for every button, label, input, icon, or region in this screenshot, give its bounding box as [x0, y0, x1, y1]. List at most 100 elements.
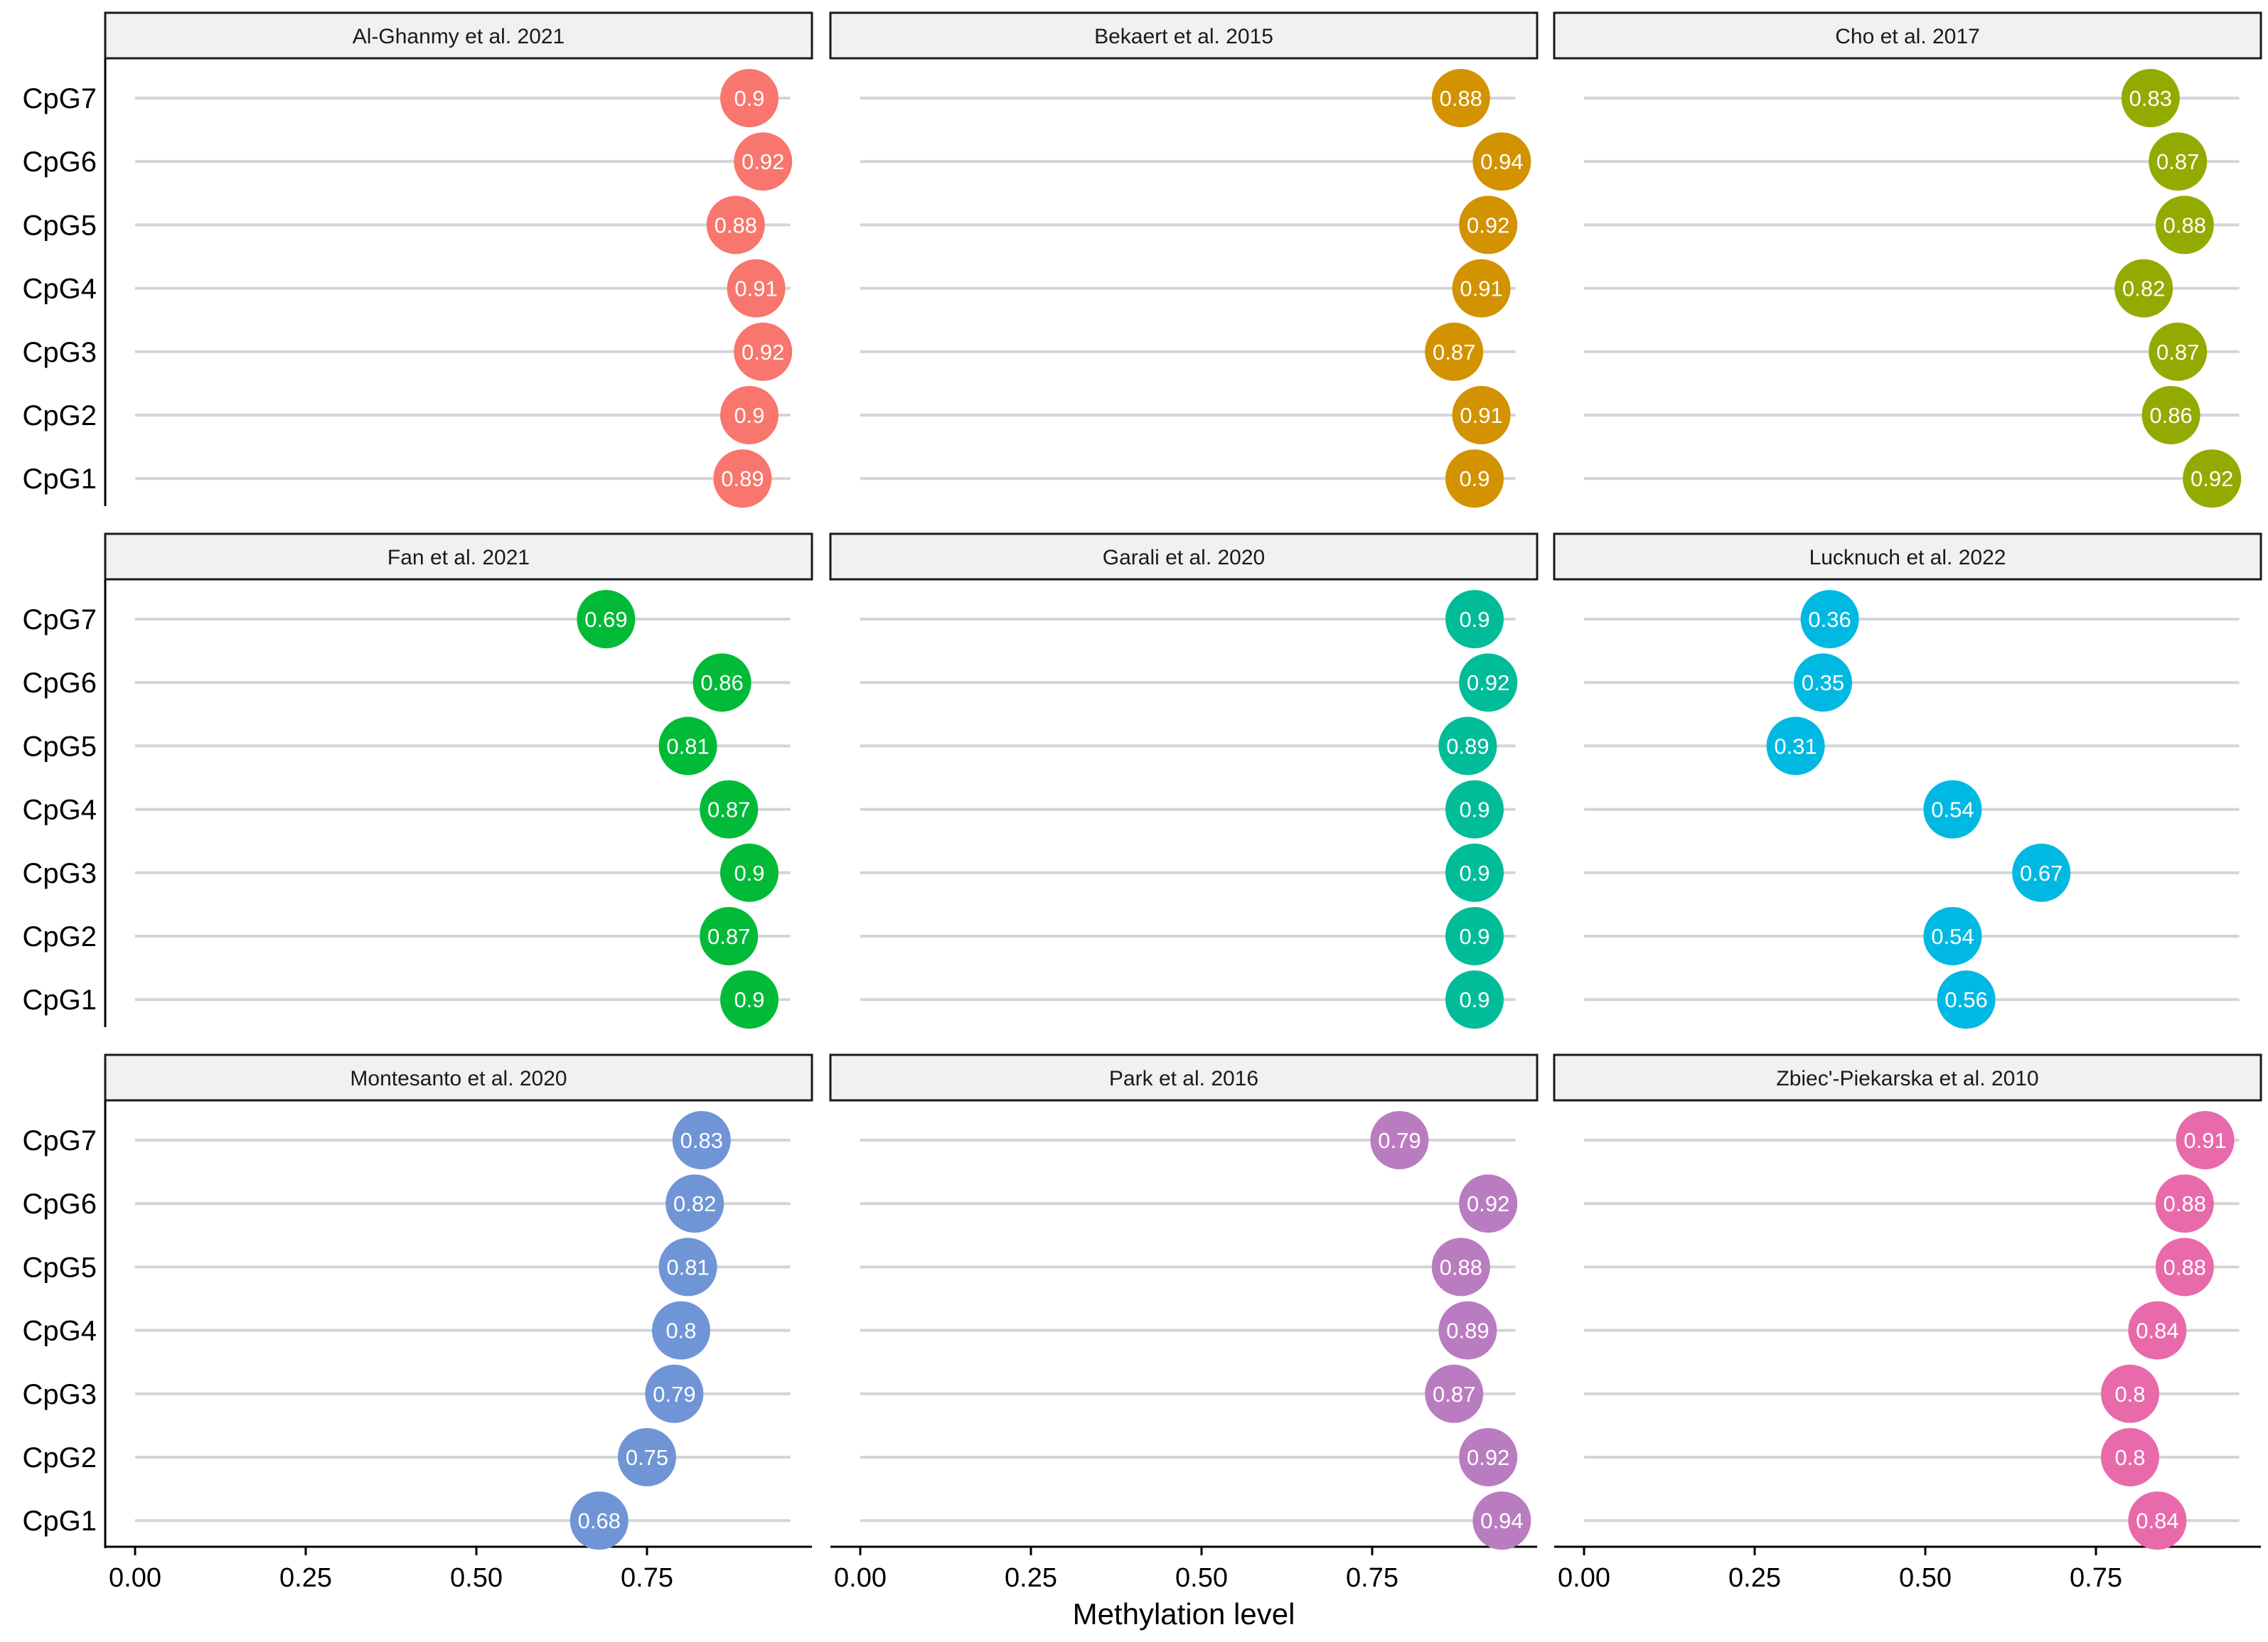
- data-label: 0.92: [742, 149, 784, 174]
- facet-title: Fan et al. 2021: [387, 546, 530, 569]
- data-label: 0.9: [734, 987, 764, 1012]
- data-label: 0.75: [626, 1445, 668, 1470]
- x-tick-label: 0.75: [1346, 1563, 1398, 1593]
- data-point: [1452, 259, 1511, 318]
- x-tick-label: 0.25: [279, 1563, 332, 1593]
- data-label: 0.87: [1433, 1382, 1475, 1407]
- facet-zbiec-piekarska-et-al-2010: Zbiec'-Piekarska et al. 2010 0.00 0.25 0.50…: [1553, 1053, 2262, 1593]
- data-point: [2128, 1301, 2187, 1360]
- data-point: [2121, 69, 2180, 127]
- data-point: [720, 843, 779, 902]
- facet-strip: [1553, 532, 2262, 581]
- facet-strip: [104, 11, 813, 60]
- data-label: 0.91: [1460, 277, 1502, 301]
- data-point: [1472, 132, 1531, 191]
- data-label: 0.82: [673, 1191, 716, 1216]
- y-tick-label: CpG4: [23, 274, 97, 305]
- data-point: [1445, 970, 1504, 1029]
- data-label: 0.79: [653, 1382, 695, 1407]
- data-label: 0.87: [707, 924, 750, 949]
- facet-strip: [104, 1053, 813, 1102]
- data-point: [706, 195, 765, 254]
- data-label: 0.54: [1931, 798, 1974, 822]
- data-point: [1445, 843, 1504, 902]
- data-label: 0.88: [2163, 213, 2206, 237]
- facet-strip: [1553, 11, 2262, 60]
- data-label: 0.91: [2183, 1128, 2226, 1153]
- data-point: [1923, 780, 1982, 839]
- data-label: 0.89: [721, 466, 764, 491]
- y-tick-label: CpG1: [23, 984, 97, 1016]
- data-label: 0.9: [1459, 861, 1489, 886]
- data-label: 0.9: [734, 86, 764, 111]
- data-point: [2101, 1364, 2159, 1423]
- data-label: 0.89: [1446, 734, 1489, 758]
- data-label: 0.91: [734, 277, 777, 301]
- data-label: 0.88: [2163, 1255, 2206, 1279]
- data-label: 0.81: [666, 734, 709, 758]
- data-point: [720, 970, 779, 1029]
- data-label: 0.9: [734, 861, 764, 886]
- data-label: 0.56: [1945, 987, 1987, 1012]
- data-point: [1431, 69, 1490, 127]
- data-point: [734, 322, 793, 381]
- data-label: 0.87: [2156, 340, 2199, 365]
- data-label: 0.69: [584, 607, 627, 632]
- data-label: 0.88: [715, 213, 757, 237]
- x-tick-label: 0.75: [621, 1563, 673, 1593]
- facet-title: Montesanto et al. 2020: [350, 1067, 567, 1090]
- data-point: [1800, 590, 1859, 648]
- data-point: [713, 449, 772, 508]
- data-label: 0.81: [666, 1255, 709, 1279]
- data-point: [672, 1111, 731, 1169]
- x-tick-label: 0.50: [450, 1563, 503, 1593]
- y-tick-label: CpG6: [23, 146, 97, 178]
- facet-park-et-al-2016: Park et al. 2016 0.00 0.25 0.50 0.75 0.94 0.92…: [829, 1053, 1539, 1593]
- data-label: 0.9: [1459, 987, 1489, 1012]
- x-tick-label: 0.00: [834, 1563, 887, 1593]
- data-label: 0.9: [734, 403, 764, 428]
- facet-title: Cho et al. 2017: [1835, 25, 1979, 48]
- y-tick-label: CpG4: [23, 1316, 97, 1347]
- data-label: 0.89: [1446, 1319, 1489, 1343]
- data-point: [1459, 1428, 1518, 1486]
- data-point: [1438, 1301, 1497, 1360]
- data-label: 0.8: [2114, 1382, 2145, 1407]
- x-axis-label: Methylation level: [1073, 1597, 1295, 1631]
- data-point: [2176, 1111, 2235, 1169]
- y-tick-label: CpG6: [23, 667, 97, 699]
- data-label: 0.92: [1467, 213, 1509, 237]
- facet-title: Zbiec'-Piekarska et al. 2010: [1776, 1067, 2038, 1090]
- x-tick-label: 0.25: [1728, 1563, 1781, 1593]
- y-tick-label: CpG5: [23, 210, 97, 241]
- facet-title: Park et al. 2016: [1109, 1067, 1258, 1090]
- data-label: 0.84: [2136, 1319, 2178, 1343]
- data-point: [1445, 590, 1504, 648]
- data-point: [700, 907, 759, 965]
- facet-title: Garali et al. 2020: [1103, 546, 1265, 569]
- data-point: [652, 1301, 710, 1360]
- data-label: 0.83: [2129, 86, 2172, 111]
- y-tick-label: CpG7: [23, 83, 97, 114]
- data-label: 0.88: [2163, 1191, 2206, 1216]
- data-label: 0.86: [2149, 403, 2192, 428]
- data-point: [569, 1491, 628, 1550]
- x-tick-label: 0.00: [109, 1563, 161, 1593]
- data-label: 0.82: [2122, 277, 2165, 301]
- data-point: [2101, 1428, 2159, 1486]
- y-tick-label: CpG3: [23, 337, 97, 368]
- facet-title: Lucknuch et al. 2022: [1809, 546, 2006, 569]
- data-point: [1923, 907, 1982, 965]
- data-label: 0.79: [1378, 1128, 1421, 1153]
- data-point: [1472, 1491, 1531, 1550]
- y-tick-label: CpG1: [23, 1506, 97, 1537]
- data-label: 0.91: [1460, 403, 1502, 428]
- facet-title: Al-Ghanmy et al. 2021: [353, 25, 565, 48]
- data-label: 0.94: [1480, 149, 1523, 174]
- data-point: [1459, 1174, 1518, 1233]
- data-label: 0.86: [700, 670, 743, 695]
- x-tick-label: 0.00: [1558, 1563, 1610, 1593]
- data-point: [1425, 322, 1484, 381]
- data-label: 0.87: [707, 798, 750, 822]
- y-tick-label: CpG5: [23, 731, 97, 762]
